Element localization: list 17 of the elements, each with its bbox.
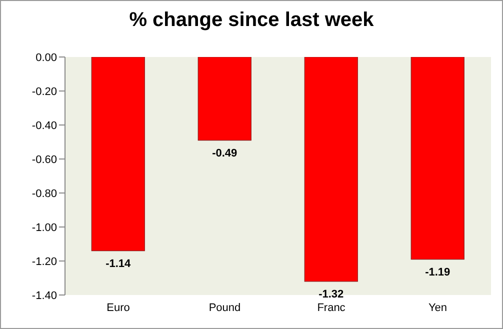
- chart-title: % change since last week: [128, 9, 375, 32]
- data-label: -0.49: [212, 147, 238, 160]
- x-tick-label: Yen: [428, 302, 448, 314]
- y-tick-label: -0.60: [32, 154, 57, 166]
- y-tick-label: -1.40: [32, 290, 57, 302]
- x-tick-label: Euro: [106, 302, 130, 314]
- y-tick-label: -0.40: [32, 120, 57, 132]
- y-tick-label: 0.00: [36, 52, 57, 64]
- data-label: -1.32: [318, 288, 344, 300]
- y-tick-label: -0.80: [32, 188, 57, 200]
- data-label: -1.14: [106, 258, 132, 270]
- y-tick-label: -1.20: [32, 256, 57, 268]
- y-tick-label: -0.20: [32, 86, 57, 98]
- y-tick-label: -1.00: [32, 222, 57, 234]
- data-label: -1.19: [425, 266, 450, 278]
- x-tick-label: Pound: [208, 302, 241, 314]
- x-tick-label: Franc: [317, 302, 346, 314]
